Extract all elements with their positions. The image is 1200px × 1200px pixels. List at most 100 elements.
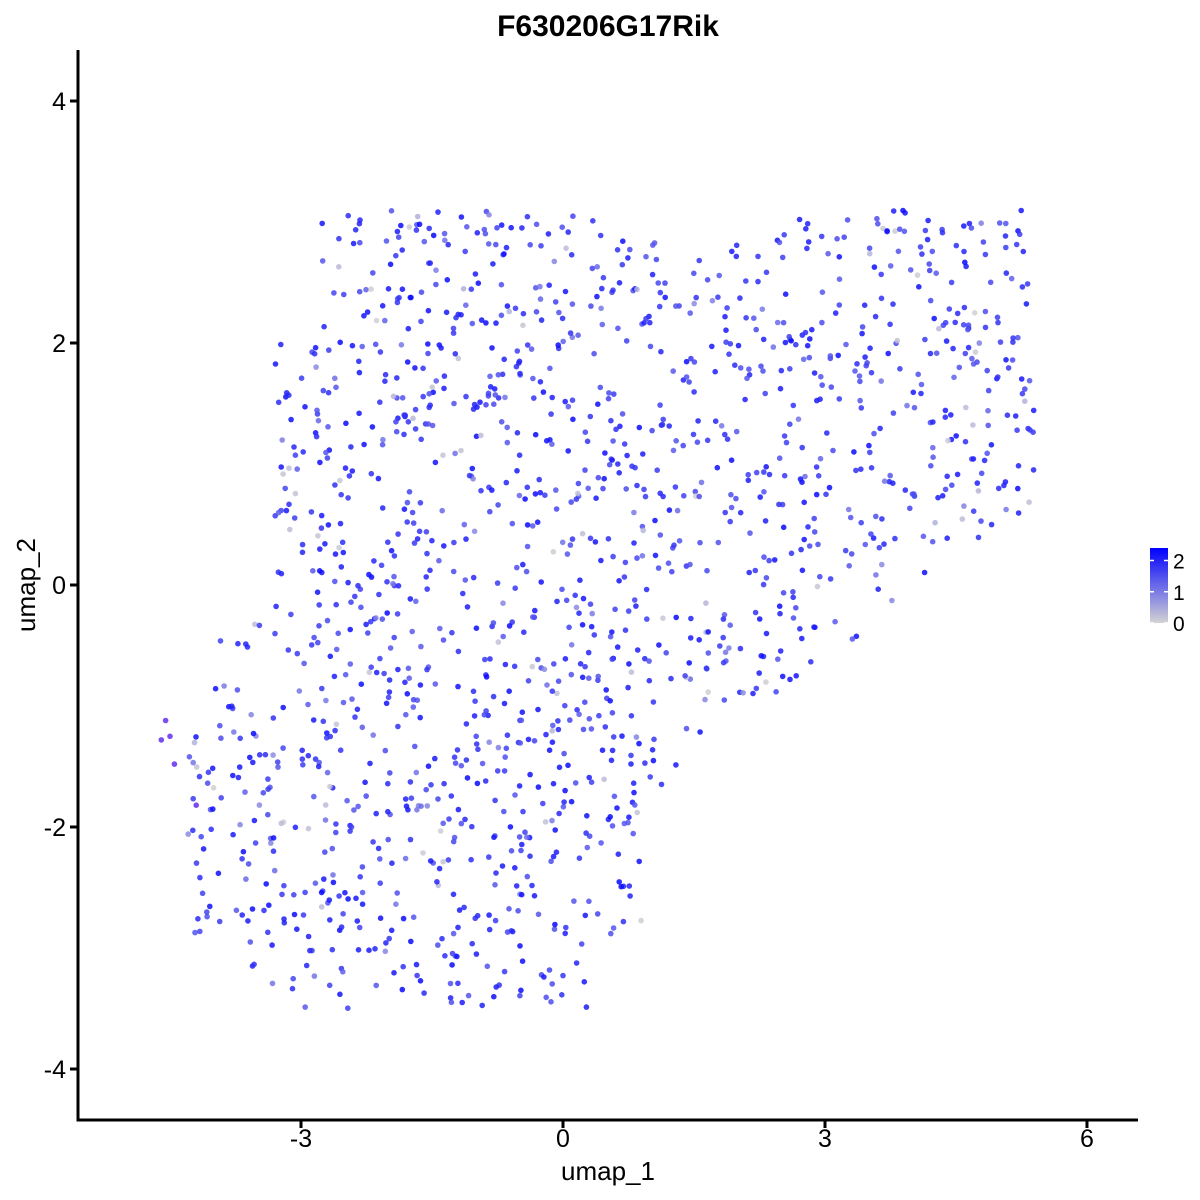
scatter-point [475,280,482,287]
scatter-point [696,493,702,500]
scatter-point [788,550,795,557]
scatter-point [298,375,305,382]
scatter-point [442,237,448,244]
scatter-point [300,762,306,768]
scatter-point [385,836,392,843]
scatter-point [404,359,411,365]
scatter-point [801,499,807,506]
scatter-point [324,730,330,736]
scatter-point [338,924,345,930]
scatter-point [666,507,673,513]
scatter-point [340,549,347,556]
scatter-point [377,915,384,921]
scatter-point [401,431,407,438]
scatter-point [407,596,414,602]
scatter-point [275,764,281,770]
scatter-point [239,856,245,862]
scatter-point [647,319,653,326]
scatter-point [217,638,224,644]
scatter-point [330,879,337,886]
scatter-point [555,726,562,733]
scatter-point [317,459,323,466]
scatter-point [399,286,406,293]
scatter-point [965,326,971,333]
scatter-point [449,629,455,636]
scatter-point [395,666,401,673]
scatter-point [649,271,656,278]
scatter-point [513,883,520,889]
scatter-point [548,999,554,1005]
scatter-point [196,773,203,780]
scatter-point [432,755,438,762]
scatter-point [283,507,290,514]
scatter-point [294,926,300,932]
scatter-point [345,896,351,902]
scatter-point [565,762,571,769]
scatter-point [887,263,894,269]
scatter-point [799,444,805,451]
scatter-point [819,319,825,326]
scatter-point [726,351,732,358]
scatter-point [927,297,934,304]
scatter-point [585,485,591,492]
scatter-point [1015,463,1022,469]
scatter-point [1016,231,1023,238]
scatter-point [524,873,531,880]
scatter-point [472,698,478,704]
scatter-point [502,394,508,401]
scatter-point [540,800,546,807]
scatter-point [420,850,426,856]
scatter-point [968,225,975,231]
x-tick-label: 3 [818,1125,832,1153]
scatter-point [551,926,558,932]
scatter-point [807,336,813,342]
scatter-point [475,746,481,753]
scatter-point [634,647,641,653]
scatter-point [517,943,523,949]
scatter-point [642,493,649,500]
scatter-point [441,780,447,787]
scatter-point [460,286,467,292]
scatter-point [379,616,386,622]
scatter-point [793,673,799,679]
scatter-point [345,579,351,586]
scatter-point [418,289,425,296]
scatter-point [337,339,344,346]
scatter-point [951,374,957,381]
scatter-point [372,946,378,952]
scatter-point [691,270,697,277]
colorbar-ticks: 0 1 2 [1150,551,1185,636]
scatter-point [1003,270,1010,276]
scatter-point [721,612,728,618]
scatter-point [318,512,325,519]
scatter-point [464,604,471,610]
scatter-point [454,747,461,753]
scatter-point [732,362,738,369]
scatter-point [1010,339,1016,345]
scatter-point [518,717,525,724]
scatter-point [508,224,514,231]
scatter-point [408,795,415,801]
scatter-point [656,303,663,310]
scatter-point [614,644,621,650]
scatter-point [852,368,858,374]
scatter-point [638,917,644,924]
scatter-point [520,310,527,317]
scatter-point [251,817,258,824]
scatter-point [598,305,604,312]
scatter-point [576,711,582,718]
scatter-point [395,531,401,537]
scatter-point [1019,390,1026,397]
scatter-point [628,761,634,767]
scatter-point [978,470,985,477]
scatter-point [515,908,521,914]
scatter-point [568,252,575,258]
scatter-point [204,913,210,920]
scatter-point [643,315,649,322]
scatter-point [726,645,732,651]
scatter-point [215,870,222,877]
scatter-point [1005,365,1012,371]
scatter-point [535,706,541,713]
scatter-point [357,217,363,223]
scatter-point [720,659,727,666]
